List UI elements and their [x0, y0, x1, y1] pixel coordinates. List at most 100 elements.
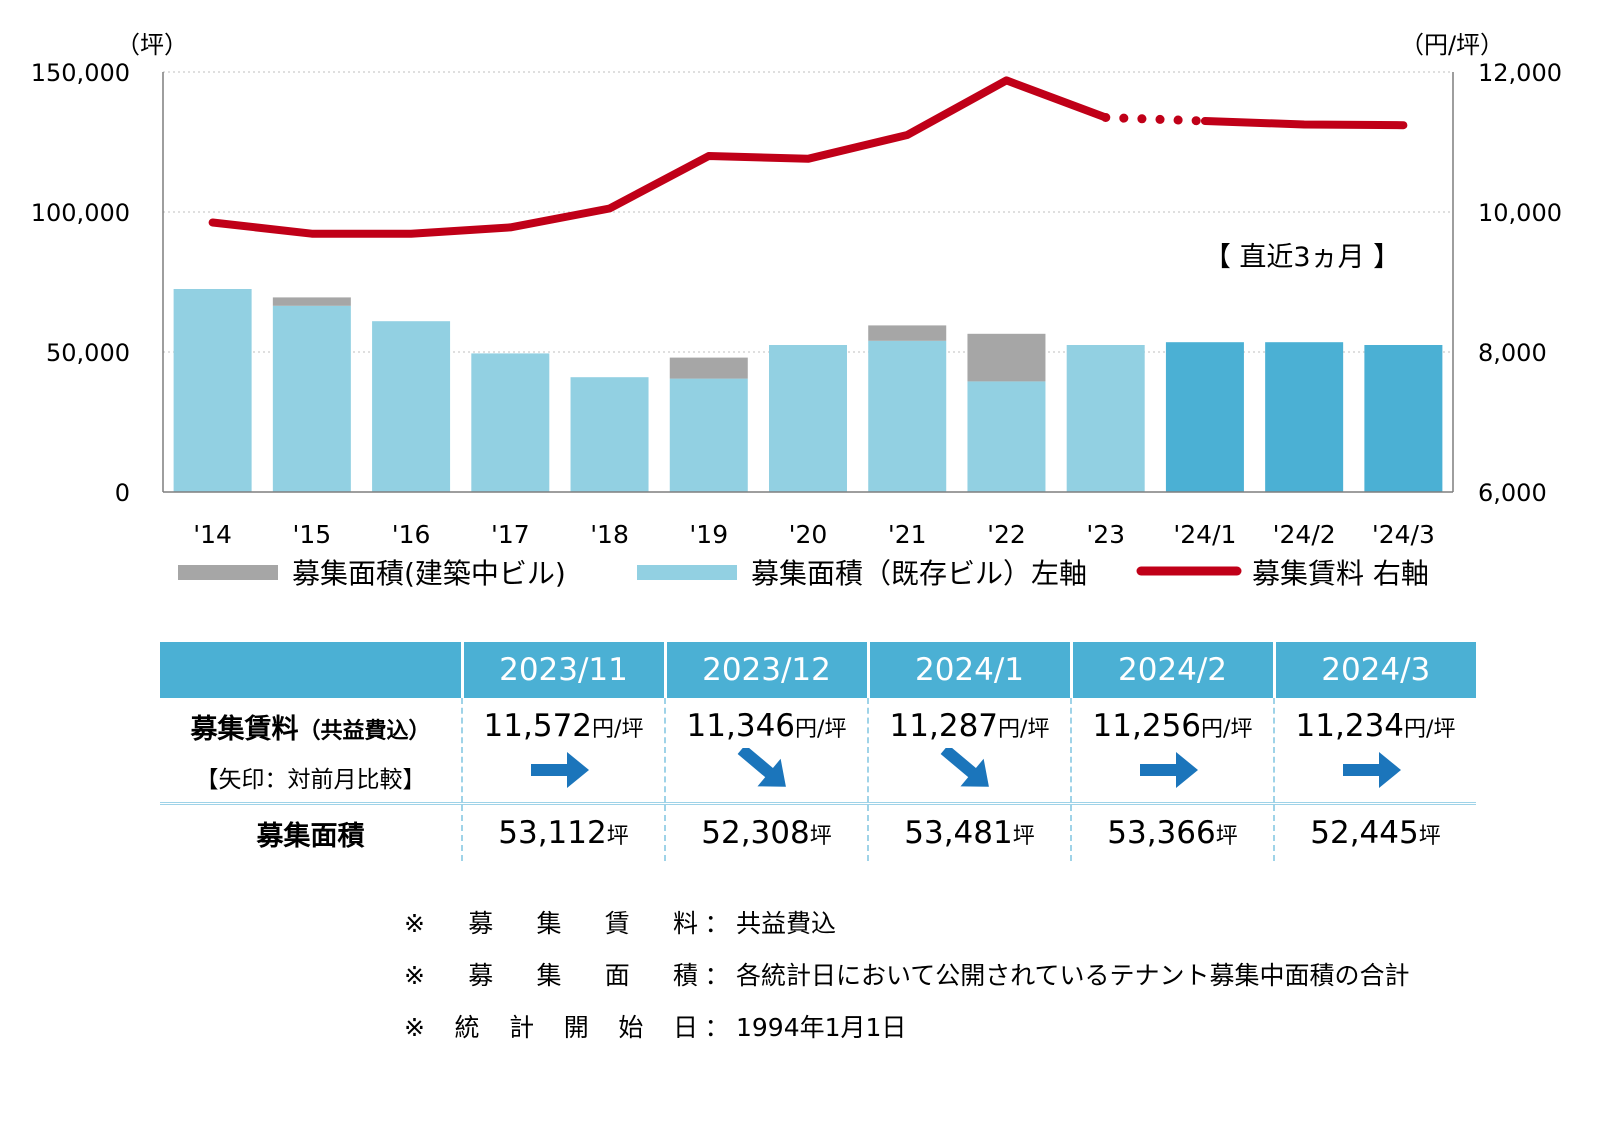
rent-label: 募集賃料 — [190, 713, 299, 745]
table-header-row: 2023/11 2023/12 2024/1 2024/2 2024/3 — [160, 642, 1476, 698]
area-cell: 53,481坪 — [867, 803, 1071, 861]
area-value: 52,308 — [701, 815, 810, 851]
area-unit: 坪 — [1012, 824, 1035, 849]
footnote-label-char: 集 — [536, 909, 562, 938]
area-cell: 52,308坪 — [664, 803, 868, 861]
axes — [162, 72, 1454, 493]
footnote-colon: ： — [704, 961, 730, 990]
footnote-text: 共益費込 — [736, 909, 837, 938]
bar-existing — [669, 378, 748, 492]
arrow-shape — [1343, 752, 1401, 788]
bar-existing — [1265, 342, 1344, 492]
rent-cell: 11,346円/坪 — [664, 698, 868, 805]
area-unit: 坪 — [606, 824, 629, 849]
legend-swatch-construction — [178, 565, 278, 580]
y-left-tick-label: 50,000 — [46, 339, 130, 367]
grid-lines — [163, 71, 1453, 353]
x-tick-label: '14 — [193, 520, 232, 549]
footnote-label-char: 募 — [468, 909, 494, 938]
x-tick-label: '21 — [888, 520, 927, 549]
arrow-shape — [737, 748, 786, 787]
y-right-tick-label: 12,000 — [1478, 59, 1562, 87]
x-tick-label: '18 — [590, 520, 629, 549]
arrow-shape — [531, 752, 589, 788]
y-left-tick-label: 150,000 — [31, 59, 130, 87]
bar-existing — [570, 377, 649, 492]
left-axis-unit: （坪） — [116, 31, 188, 59]
area-value: 53,366 — [1107, 815, 1216, 851]
bar-existing — [471, 353, 550, 492]
table-row-rent: 募集賃料（共益費込） 【矢印：対前月比較】 11,572円/坪 11,346円/… — [160, 698, 1476, 805]
rent-cell: 11,287円/坪 — [867, 698, 1071, 805]
arrow-right-icon — [1140, 752, 1198, 788]
x-tick-label: '22 — [987, 520, 1026, 549]
table-header-month: 2024/2 — [1069, 642, 1274, 698]
footnote-text: 各統計日において公開されているテナント募集中面積の合計 — [736, 961, 1410, 990]
table-header-blank — [160, 642, 462, 698]
arrow-right-icon — [1343, 752, 1401, 788]
x-tick-label: '17 — [491, 520, 530, 549]
y-right-tick-label: 10,000 — [1478, 199, 1562, 227]
rent-note: （共益費込） — [298, 718, 431, 744]
rent-value: 11,234 — [1295, 708, 1405, 744]
footnote-colon: ： — [704, 909, 730, 938]
y-right-tick-label: 6,000 — [1478, 479, 1547, 507]
legend-label-existing: 募集面積（既存ビル）左軸 — [751, 557, 1087, 590]
bar-construction — [868, 325, 947, 341]
footnote-label-char: 募 — [468, 961, 494, 990]
x-tick-label: '15 — [293, 520, 332, 549]
table-row-area: 募集面積 53,112坪 52,308坪 53,481坪 53,366坪 52,… — [160, 803, 1476, 861]
table-header-month: 2024/1 — [866, 642, 1071, 698]
rent-value: 11,572 — [483, 708, 593, 744]
rent-cell: 11,256円/坪 — [1070, 698, 1274, 805]
footnote-label-char: ※ — [404, 1013, 425, 1042]
area-cell: 52,445坪 — [1273, 803, 1476, 861]
area-cell: 53,366坪 — [1070, 803, 1274, 861]
rent-cell: 11,234円/坪 — [1273, 698, 1476, 805]
table-header-month: 2023/12 — [663, 642, 868, 698]
footnote-label-char: ※ — [404, 909, 425, 938]
area-unit: 坪 — [1215, 824, 1238, 849]
legend-label-construction: 募集面積(建築中ビル) — [292, 557, 566, 590]
x-tick-label: '19 — [689, 520, 728, 549]
bar-existing — [967, 381, 1046, 492]
footnotes: ※ 募集賃料：共益費込 ※ 募集面積：各統計日において公開されているテナント募集中面積… — [404, 898, 1410, 1054]
footnote-row: ※ 募 集 賃 料：共益費込 — [404, 898, 1410, 950]
footnote-label-char: 集 — [536, 961, 562, 990]
footnote-label-char: 賃 — [604, 909, 630, 938]
footnote-label-char: 料 — [672, 909, 698, 938]
y-left-tick-label: 0 — [115, 479, 130, 507]
footnote-colon: ： — [704, 1013, 730, 1042]
bar-construction — [272, 297, 351, 306]
axis-labels: 0 6,000 50,000 8,000 100,000 10,000 150,000 12,… — [31, 59, 1562, 549]
legend: 募集面積(建築中ビル) 募集面積（既存ビル）左軸 募集賃料 右軸 — [178, 557, 1429, 590]
bar-existing — [372, 321, 451, 492]
bar-construction — [669, 357, 748, 379]
footnote-label: ※ 募 集 面 積 — [404, 950, 698, 1002]
rent-unit: 円/坪 — [795, 717, 847, 742]
rent-value: 11,287 — [889, 708, 999, 744]
rent-unit: 円/坪 — [592, 717, 644, 742]
arrow-down-right-icon — [940, 748, 989, 787]
bar-existing — [1165, 342, 1244, 492]
area-cell: 53,112坪 — [461, 803, 665, 861]
rent-line-solid — [208, 76, 1110, 238]
arrow-right-icon — [531, 752, 589, 788]
bar-existing — [1066, 345, 1145, 492]
legend-swatch-existing — [637, 565, 737, 580]
legend-label-rent: 募集賃料 右軸 — [1252, 557, 1429, 590]
table-header-month: 2024/3 — [1272, 642, 1476, 698]
x-tick-label: '20 — [789, 520, 828, 549]
x-tick-label: '24/3 — [1372, 520, 1435, 549]
y-right-tick-label: 8,000 — [1478, 339, 1547, 367]
right-axis-unit: （円/坪） — [1400, 31, 1504, 59]
footnote-label-char: 面 — [604, 961, 630, 990]
footnote-label-char: 積 — [672, 961, 698, 990]
x-tick-label: '23 — [1086, 520, 1125, 549]
rent-line-recent — [1200, 117, 1408, 130]
area-value: 53,481 — [904, 815, 1013, 851]
area-unit: 坪 — [809, 824, 832, 849]
footnote-row: ※ 募 集 面 積：各統計日において公開されているテナント募集中面積の合計 — [404, 950, 1410, 1002]
table-header-month: 2023/11 — [460, 642, 665, 698]
area-row-header: 募集面積 — [256, 820, 365, 852]
